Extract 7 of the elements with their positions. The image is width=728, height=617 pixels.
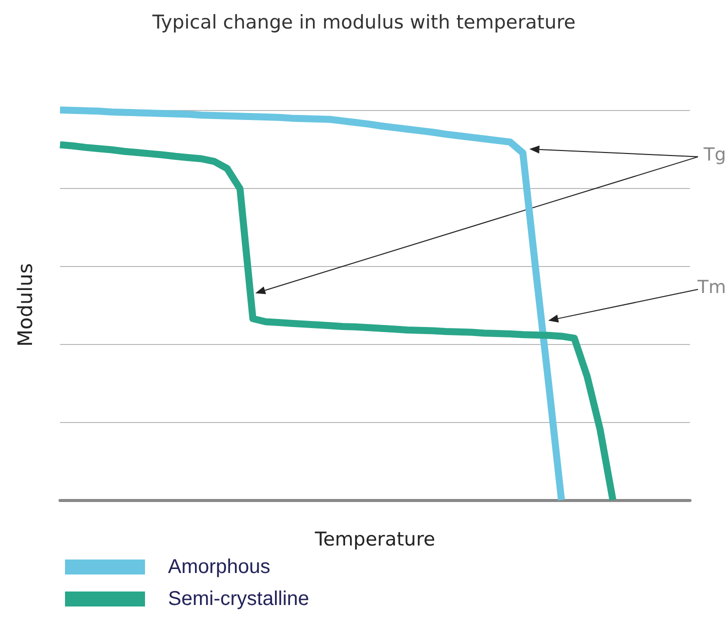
chart-title: Typical change in modulus with temperature xyxy=(151,12,576,34)
y-axis-title: Modulus xyxy=(13,263,37,347)
text: Tg xyxy=(702,144,726,166)
text: Tm xyxy=(696,276,726,298)
legend-label: Amorphous xyxy=(168,556,270,578)
x-axis-title: Temperature xyxy=(314,528,436,550)
legend-label: Semi-crystalline xyxy=(168,588,310,610)
